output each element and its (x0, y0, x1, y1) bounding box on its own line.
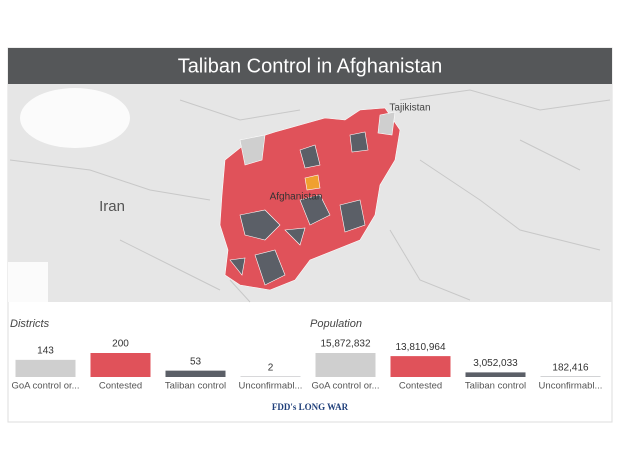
category-label: Taliban control (165, 381, 226, 392)
title-bar (8, 48, 612, 84)
value-label: 53 (190, 356, 202, 367)
charts: Districts 143 GoA control or... 200 Conteste… (10, 318, 602, 392)
map-label: Iran (99, 198, 125, 215)
category-label: GoA control or... (311, 381, 379, 392)
afghanistan-unconfirmable (304, 174, 321, 191)
bar (165, 370, 226, 377)
bar (315, 353, 376, 377)
category-label: Contested (99, 381, 142, 392)
chart-title: Districts (10, 318, 50, 330)
afghanistan-goa (239, 111, 396, 166)
value-label: 13,810,964 (395, 342, 445, 353)
map-label: Tajikistan (389, 103, 430, 114)
gulf (8, 262, 48, 302)
value-label: 15,872,832 (320, 339, 370, 350)
value-label: 182,416 (552, 362, 589, 373)
bar (465, 372, 526, 377)
value-label: 143 (37, 345, 54, 356)
category-label: Contested (399, 381, 442, 392)
category-label: Taliban control (465, 381, 526, 392)
value-label: 2 (268, 362, 274, 373)
value-label: 200 (112, 339, 129, 350)
logo: FDD's LONG WAR (272, 402, 349, 412)
bar (390, 356, 451, 377)
value-label: 3,052,033 (473, 358, 518, 369)
bar (90, 353, 151, 377)
afghanistan-taliban (229, 131, 369, 286)
caspian-sea (20, 88, 130, 148)
title: Taliban Control in Afghanistan (178, 55, 443, 77)
border-lines (9, 89, 611, 303)
category-label: Unconfirmabl... (239, 381, 303, 392)
category-label: GoA control or... (11, 381, 79, 392)
category-label: Unconfirmabl... (539, 381, 603, 392)
map: Iran Afghanistan Tajikistan (8, 84, 612, 303)
chart-title: Population (310, 318, 362, 330)
map-label: Afghanistan (270, 192, 323, 203)
bar (15, 359, 76, 377)
